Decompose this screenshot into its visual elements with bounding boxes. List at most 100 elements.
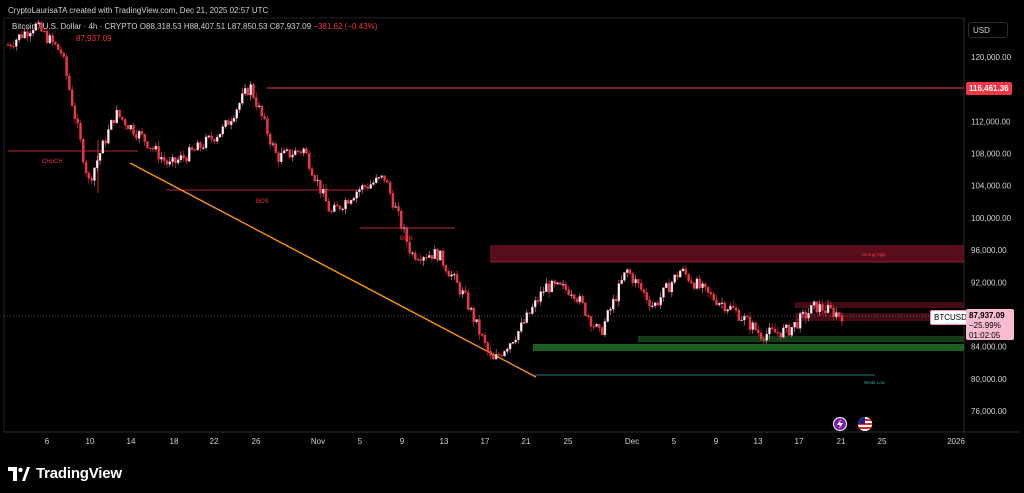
candle-body [642,289,646,293]
change-value: −381.62 (−0.43%) [313,22,378,31]
bos-label-2: BOS [400,236,413,242]
price-tick-label: 96,000.00 [971,246,1007,255]
candle-body [584,302,587,316]
candle-body [455,274,459,283]
candle-body [132,125,135,135]
price-tick-label: 80,000.00 [971,375,1007,384]
candle-body [603,321,607,335]
ohlc-legend: Bitcoin / U.S. Dollar · 4h · CRYPTO O88,… [12,22,377,31]
candle-body [559,282,562,285]
candle-body [483,335,487,343]
candle-body [149,147,152,150]
candle-body [567,289,570,296]
candle-body [316,179,319,182]
bos-label-1: BOS [256,199,269,205]
candle-body [759,332,763,340]
candle-body [810,305,813,314]
close-value: C87,937.09 [269,22,312,31]
time-tick-label: 6 [45,437,50,446]
candle-body [804,311,807,319]
time-tick-label: Dec [625,437,639,446]
candle-body [405,227,409,243]
time-tick-label: 9 [400,437,405,446]
candle-body [54,41,57,45]
candle-body [790,326,793,336]
candle-body [45,30,49,44]
candle-body [469,307,473,310]
time-tick-label: Nov [311,437,325,446]
candle-body [648,299,651,307]
candle-body [400,210,403,229]
candle-body [6,44,10,46]
candle-body [294,150,297,156]
candle-body [665,283,668,288]
candle-body [709,292,713,295]
candle-body [653,302,657,307]
symbol-tag: BTCUSD [930,310,971,325]
candle-body [656,302,660,306]
candle-body [550,280,554,293]
candle-body [213,138,216,142]
candle-body [478,319,481,335]
candle-body [157,145,160,160]
candle-body [280,152,283,162]
candle-body [826,304,830,313]
candle-body [561,284,565,286]
candle-body [503,351,506,357]
lightning-event-icon[interactable] [833,417,847,431]
tradingview-logo[interactable]: TradingView [8,465,122,482]
trendline[interactable] [129,162,537,378]
candle-body [241,93,244,104]
candle-body [718,303,721,306]
time-tick-label: 14 [127,437,136,446]
candle-body [257,105,261,107]
candle-body [667,283,671,293]
candle-body [734,307,738,311]
candle-body [715,299,718,306]
candle-body [330,211,333,213]
resistance-price-tag: 116,461.36 [966,82,1012,95]
candle-body [467,292,470,310]
candle-body [182,155,185,158]
candle-body [740,319,743,322]
candle-body [634,279,637,284]
candle-body [355,191,358,199]
candle-body [793,322,796,328]
candle-body [492,355,495,360]
candle-body [246,88,250,96]
candle-body [684,268,687,275]
candle-body [93,167,96,181]
candle-body [344,200,347,210]
candle-body [65,56,68,77]
time-axis[interactable]: 6 10 14 18 22 26 Nov 5 9 13 17 21 25 Dec 5 9 13 17 21 25 202… [45,437,966,446]
candle-body [589,316,593,327]
candle-body [796,322,799,329]
candle-body [782,327,785,338]
candle-body [698,278,701,288]
candle-body [564,284,568,290]
us-flag-event-icon[interactable] [858,417,872,431]
candle-body [662,287,665,298]
price-tick-label: 108,000.00 [971,150,1012,159]
candle-body [416,259,420,261]
time-tick-label: 9 [714,437,719,446]
candle-body [824,310,827,313]
candle-body [508,343,512,350]
candle-body [17,34,21,41]
plot-area[interactable] [3,17,965,433]
choch-label: CHoCH [42,159,63,165]
candle-body [168,161,171,165]
currency-button[interactable]: USD [968,22,1008,38]
candle-body [188,147,191,162]
candle-body [840,315,844,322]
time-tick-label: 25 [878,437,887,446]
candle-body [171,157,174,162]
candle-body [472,307,476,323]
candle-body [838,312,841,317]
candle-body [305,148,308,154]
candle-body [366,186,370,189]
candle-body [623,272,626,281]
candle-body [422,257,425,261]
price-axis[interactable]: 120,000.00116,000.00112,000.00108,000.00… [971,53,1012,416]
